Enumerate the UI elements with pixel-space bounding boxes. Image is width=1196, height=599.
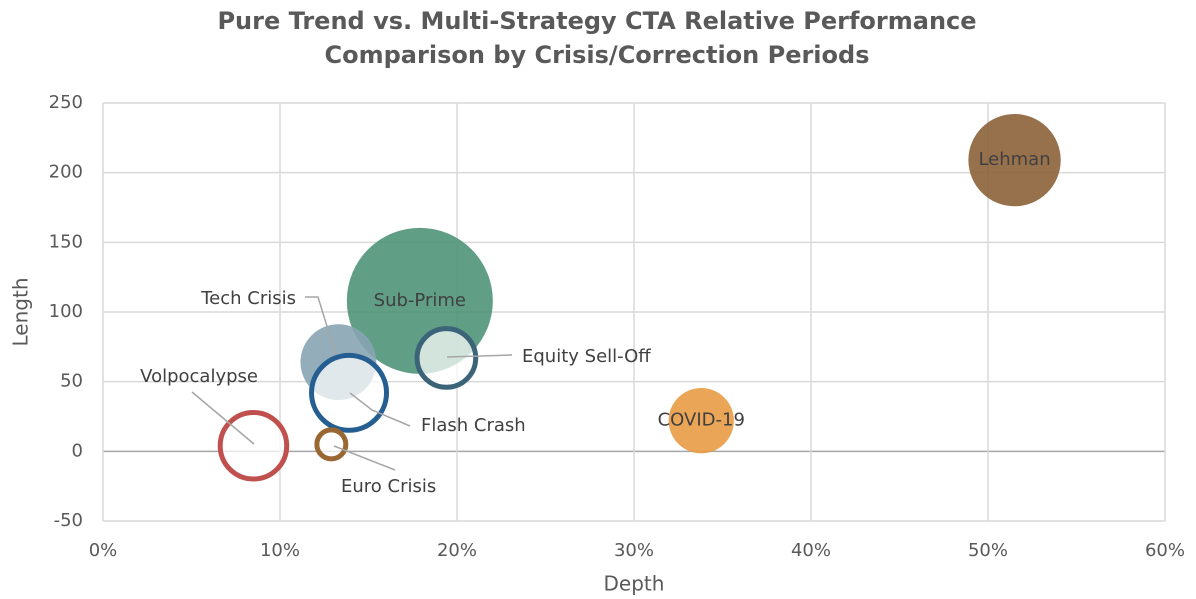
chart-title: Pure Trend vs. Multi-Strategy CTA Relati…: [217, 7, 976, 35]
x-tick-label: 30%: [614, 540, 654, 561]
bubble: [309, 352, 390, 433]
y-tick-label: 0: [72, 440, 83, 461]
x-tick-label: 40%: [791, 540, 831, 561]
bubble: [414, 326, 479, 390]
x-tick-label: 50%: [968, 540, 1008, 561]
bubble: [314, 427, 349, 462]
y-tick-label: 250: [49, 92, 83, 113]
bubble-label: COVID-19: [658, 410, 745, 431]
y-tick-label: 150: [49, 231, 83, 252]
x-tick-label: 10%: [260, 540, 300, 561]
y-tick-label: 100: [49, 301, 83, 322]
x-tick-label: 60%: [1145, 540, 1185, 561]
bubble-label: Volpocalypse: [140, 366, 258, 387]
bubble-label: Tech Crisis: [200, 288, 296, 309]
x-tick-label: 20%: [437, 540, 477, 561]
chart-title: Comparison by Crisis/Correction Periods: [325, 41, 870, 69]
y-axis-title: Length: [9, 278, 33, 347]
x-axis-title: Depth: [604, 572, 665, 596]
bubble: [217, 409, 290, 482]
leader-line: [191, 391, 255, 445]
bubble: [968, 113, 1061, 207]
bubble-label: Flash Crash: [421, 415, 526, 436]
bubble-label: Equity Sell-Off: [522, 346, 651, 367]
leader-line: [305, 296, 339, 363]
y-tick-label: -50: [54, 510, 83, 531]
y-tick-label: 200: [49, 162, 83, 183]
x-tick-label: 0%: [89, 540, 118, 561]
bubble: [668, 388, 734, 454]
leader-line: [349, 392, 411, 427]
bubble-label: Lehman: [978, 149, 1050, 170]
y-tick-label: 50: [60, 371, 83, 392]
bubble-label: Euro Crisis: [341, 476, 436, 497]
leader-line: [446, 354, 513, 358]
bubble-label: Sub-Prime: [374, 290, 466, 311]
leader-line: [333, 445, 396, 471]
plot-border: [102, 102, 1166, 522]
